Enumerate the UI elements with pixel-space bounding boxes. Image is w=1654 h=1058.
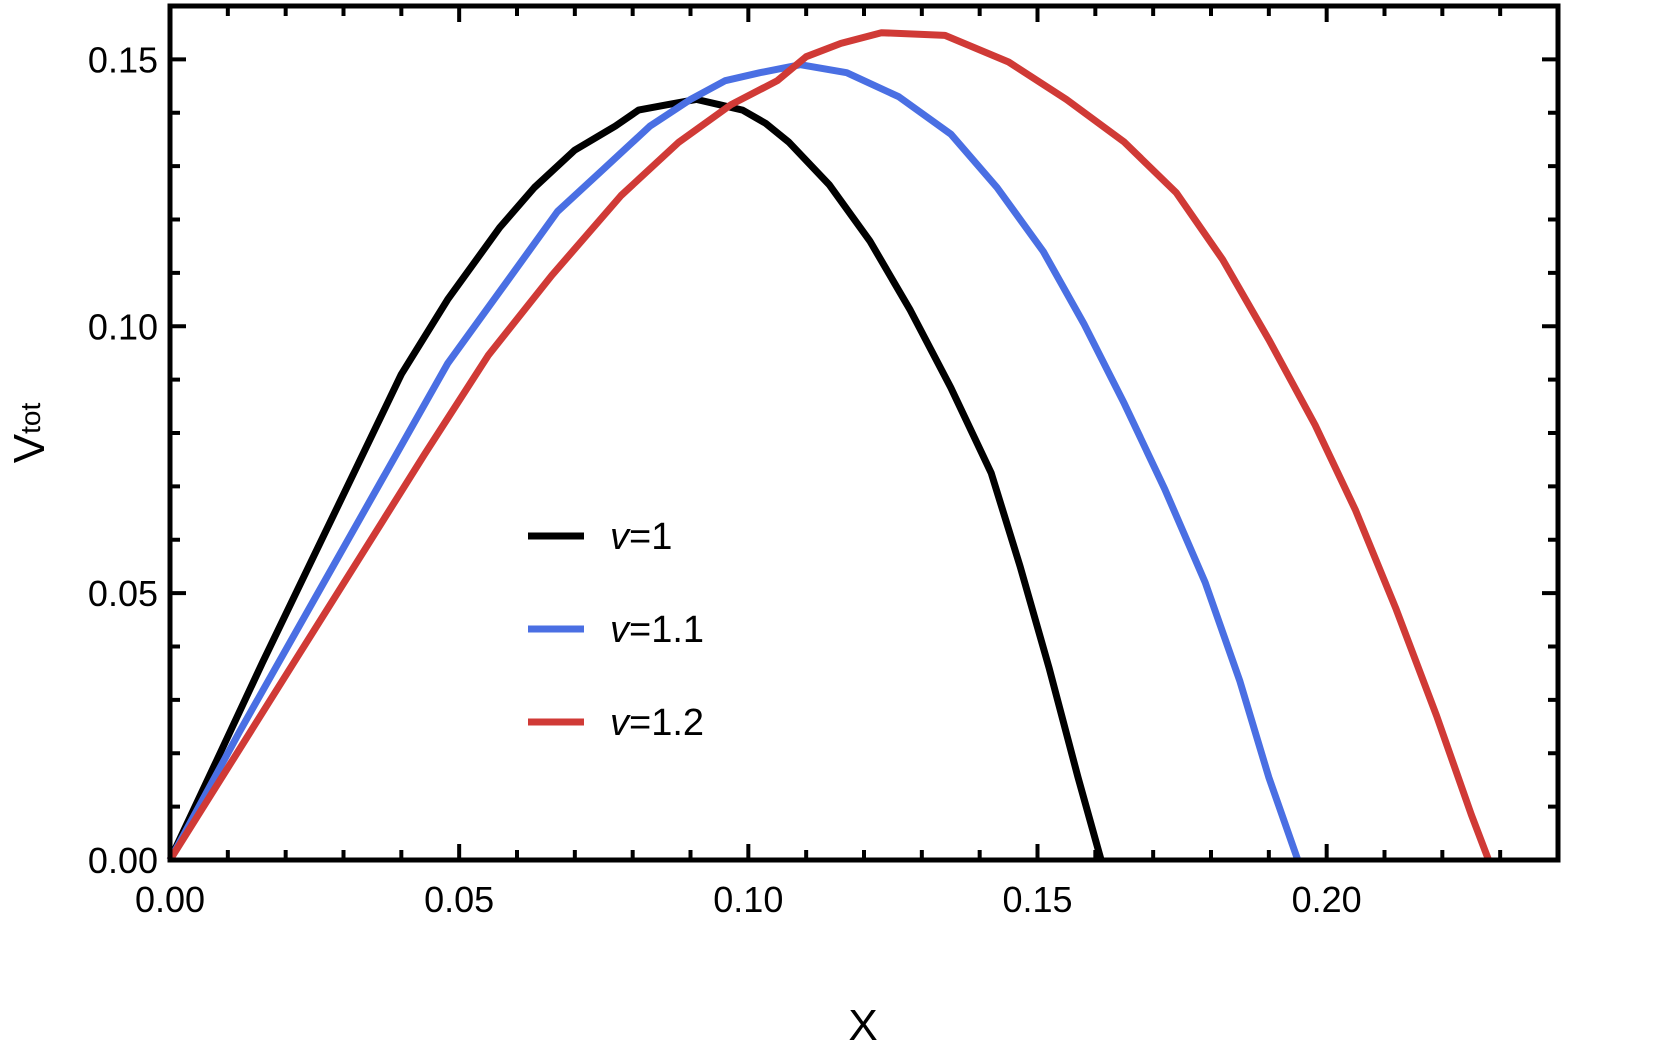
series-line-1 [166, 95, 1105, 862]
legend-item-3: v=1.2 [528, 702, 704, 744]
legend-label-value: =1.2 [629, 702, 704, 744]
legend-label-var: v [610, 609, 631, 651]
x-tick-label: 0.15 [1002, 879, 1072, 920]
legend-label: v=1.2 [610, 702, 704, 744]
labels-layer: 0.00 0.05 0.10 0.15 0.20 0.00 0.05 0.10 0.15 [88, 39, 1362, 920]
y-axis-title-sub: tot [15, 403, 46, 434]
legend-label-var: v [610, 516, 631, 558]
x-tick-label: 0.00 [135, 879, 205, 920]
y-tick-label: 0.15 [88, 39, 158, 80]
y-tick-label: 0.00 [88, 840, 158, 881]
x-axis-title: X [848, 1001, 877, 1050]
y-axis-title-main: V [5, 433, 54, 463]
x-tick-label: 0.10 [713, 879, 783, 920]
legend-item-2: v=1.1 [528, 609, 704, 651]
y-tick-label: 0.10 [88, 306, 158, 347]
series-line-3 [167, 29, 1492, 862]
y-axis-title: Vtot [5, 403, 54, 464]
legend-label: v=1.1 [610, 609, 704, 651]
y-tick-label: 0.05 [88, 573, 158, 614]
ticks-layer [168, 4, 1560, 862]
legend-label-var: v [610, 702, 631, 744]
series-layer [166, 29, 1492, 862]
legend-label: v=1 [610, 516, 672, 558]
x-tick-label: 0.20 [1292, 879, 1362, 920]
legend: v=1v=1.1v=1.2 [528, 516, 704, 744]
legend-label-value: =1.1 [629, 609, 704, 651]
series-line-2 [166, 61, 1302, 862]
plot-frame [167, 3, 1561, 863]
legend-label-value: =1 [629, 516, 672, 558]
legend-item-1: v=1 [528, 516, 672, 558]
x-tick-label: 0.05 [424, 879, 494, 920]
